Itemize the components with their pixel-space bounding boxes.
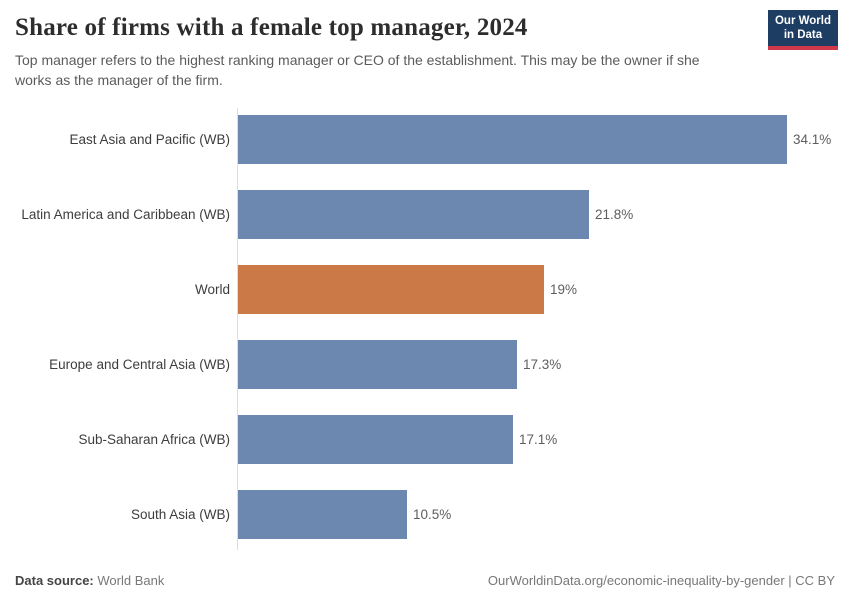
chart-title: Share of firms with a female top manager…: [15, 14, 528, 41]
bar-row: Latin America and Caribbean (WB) 21.8%: [0, 190, 850, 239]
category-label: Europe and Central Asia (WB): [49, 357, 230, 372]
owid-logo: Our World in Data: [767, 10, 838, 50]
owid-logo-line1: Our World: [774, 15, 831, 27]
category-label: Sub-Saharan Africa (WB): [78, 432, 230, 447]
bar[interactable]: [238, 265, 544, 314]
bar-row: East Asia and Pacific (WB) 34.1%: [0, 115, 850, 164]
bar-row: Sub-Saharan Africa (WB) 17.1%: [0, 415, 850, 464]
bar-row: Europe and Central Asia (WB) 17.3%: [0, 340, 850, 389]
category-label: Latin America and Caribbean (WB): [21, 207, 230, 222]
data-source: Data source: World Bank: [15, 573, 164, 588]
value-label: 17.1%: [519, 432, 558, 447]
owid-logo-line2: in Data: [783, 28, 823, 41]
data-source-label: Data source:: [15, 573, 94, 588]
category-label: World: [194, 282, 230, 297]
footer-url[interactable]: OurWorldinData.org/economic-inequality-b…: [487, 573, 835, 588]
category-label: South Asia (WB): [130, 507, 230, 522]
bar[interactable]: [238, 115, 787, 164]
plot-area: East Asia and Pacific (WB) 34.1% Latin Ame…: [0, 108, 850, 550]
bar[interactable]: [238, 415, 513, 464]
bar-row: South Asia (WB) 10.5%: [0, 490, 850, 539]
value-label: 21.8%: [595, 207, 634, 222]
bar[interactable]: [238, 340, 517, 389]
bar-row: World 19%: [0, 265, 850, 314]
value-label: 34.1%: [793, 132, 832, 147]
bar[interactable]: [238, 190, 589, 239]
category-label: East Asia and Pacific (WB): [69, 132, 230, 147]
data-source-value: World Bank: [97, 573, 165, 588]
chart-subtitle: Top manager refers to the highest rankin…: [15, 52, 700, 88]
value-label: 10.5%: [413, 507, 452, 522]
y-axis-line: [237, 108, 238, 550]
value-label: 19%: [550, 282, 578, 297]
bar[interactable]: [238, 490, 407, 539]
chart-footer: Data source: World Bank OurWorldinData.o…: [15, 573, 835, 588]
value-label: 17.3%: [523, 357, 562, 372]
